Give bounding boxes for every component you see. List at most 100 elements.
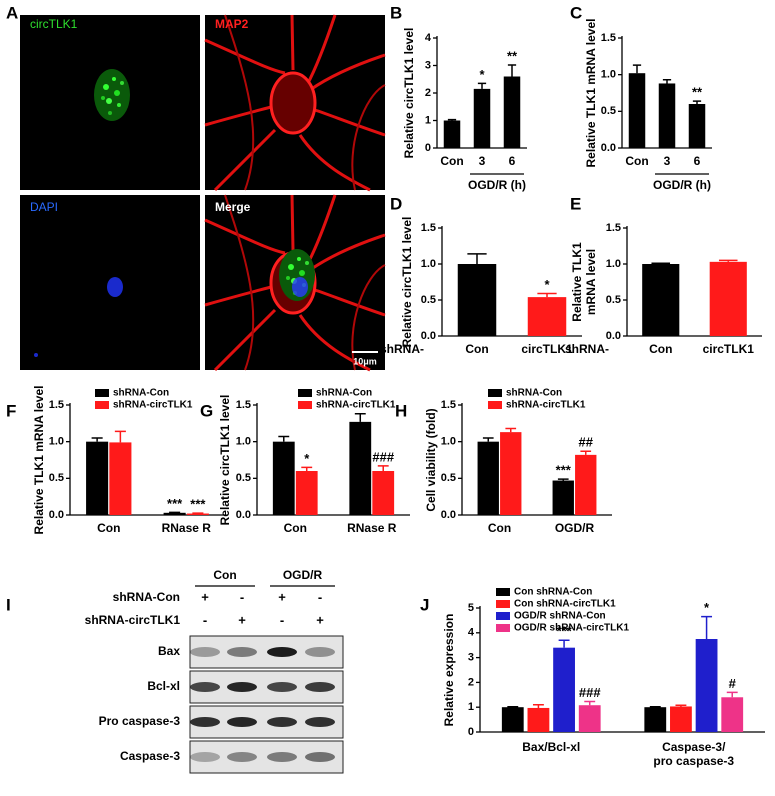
x-tick-label: 3 [479, 154, 486, 168]
x-tick-label: Con [97, 521, 120, 535]
bar [372, 471, 395, 515]
blot-sign: + [316, 612, 324, 627]
blot-band [227, 752, 257, 762]
annotation: *** [167, 496, 183, 511]
blot-band [190, 682, 220, 692]
error-bar [726, 691, 738, 698]
y-tick-label: 1.5 [421, 222, 436, 234]
bar [642, 264, 680, 336]
annotation: # [729, 676, 737, 691]
y-axis-label: Relative TLK1 mRNA level [584, 19, 598, 168]
bar [578, 705, 601, 732]
blot-band [305, 717, 335, 727]
legend-label: shRNA-circTLK1 [316, 400, 396, 411]
x-tick-label: Con [465, 342, 488, 356]
y-tick-label: 1 [425, 114, 431, 126]
blot-band [305, 752, 335, 762]
panel-label: I [6, 595, 11, 614]
legend-label: OGD/R shRNA-circTLK1 [514, 623, 629, 634]
x-tick-label: pro caspase-3 [653, 754, 734, 768]
bar [349, 421, 372, 515]
x-tick-label: Con [440, 154, 463, 168]
legend-label: Con shRNA-Con [514, 587, 592, 598]
y-tick-label: 0.5 [606, 294, 621, 306]
x-tick-label: Con [284, 521, 307, 535]
blot-band [267, 682, 297, 692]
y-tick-label: 1.5 [236, 399, 251, 411]
y-tick-label: 5 [468, 602, 474, 614]
legend-label: shRNA-Con [113, 388, 169, 399]
annotation: ** [507, 48, 518, 63]
blot-strip [189, 635, 344, 669]
y-tick-label: 0.5 [49, 472, 64, 484]
y-tick-label: 1.0 [441, 436, 456, 448]
panel-label: D [390, 194, 402, 213]
y-tick-label: 0.5 [601, 105, 616, 117]
error-bar [651, 262, 671, 265]
error-bar [114, 430, 126, 443]
image-label: Merge [215, 200, 251, 214]
error-bar [580, 450, 592, 455]
bar [477, 441, 499, 515]
annotation: ### [579, 685, 601, 700]
bar [109, 442, 132, 515]
bar [628, 73, 646, 148]
group-label: OGD/R (h) [653, 178, 711, 192]
y-tick-label: 0 [425, 142, 431, 154]
x-tick-label: circTLK1 [521, 342, 573, 356]
blot-row-label: shRNA-circTLK1 [85, 613, 181, 627]
y-axis-label: Relative TLK1 [570, 242, 584, 322]
y-tick-label: 0.0 [441, 509, 456, 521]
blot-sign: + [201, 589, 209, 604]
blot-band [305, 682, 335, 692]
bar [552, 480, 574, 515]
blot-sign: - [240, 589, 244, 604]
error-bar [467, 253, 487, 264]
bar [658, 83, 676, 148]
error-bar [507, 64, 517, 77]
bar [163, 512, 186, 515]
panel-label: J [420, 595, 429, 614]
y-tick-label: 0.0 [421, 330, 436, 342]
x-tick-label: circTLK1 [703, 342, 755, 356]
y-axis-label: Relative expression [442, 614, 456, 727]
error-bar [354, 413, 366, 422]
y-tick-label: 0 [468, 726, 474, 738]
blot-band [267, 752, 297, 762]
error-bar [558, 639, 570, 648]
error-bar [718, 259, 738, 262]
blot-sign: - [280, 612, 284, 627]
x-prefix: shRNA- [380, 342, 424, 356]
y-tick-label: 1.0 [236, 436, 251, 448]
y-tick-label: 0.0 [236, 509, 251, 521]
error-bar [675, 704, 687, 707]
annotation: ## [579, 435, 594, 450]
blot-band [267, 647, 297, 657]
blot-row-label: shRNA-Con [113, 590, 180, 604]
blot-band [190, 717, 220, 727]
legend-label: OGD/R shRNA-Con [514, 611, 606, 622]
blot-group: OGD/R [283, 568, 323, 582]
bar [644, 707, 667, 732]
bar [443, 120, 461, 148]
bar [553, 647, 575, 732]
panel-label: A [6, 3, 18, 22]
legend-label: Con shRNA-circTLK1 [514, 599, 616, 610]
y-tick-label: 0.0 [601, 142, 616, 154]
micrographs: circTLK1 MAP2 DAPI Merge 10μm [20, 13, 387, 372]
y-tick-label: 1.0 [49, 436, 64, 448]
legend-label: shRNA-circTLK1 [506, 400, 586, 411]
blot-sign: - [203, 612, 207, 627]
y-tick-label: 0.5 [441, 472, 456, 484]
legend-swatch [95, 389, 109, 397]
y-tick-label: 1.0 [606, 258, 621, 270]
error-bar [692, 100, 702, 104]
error-bar [557, 478, 569, 481]
error-bar [91, 437, 103, 442]
blot-group: Con [213, 568, 236, 582]
y-tick-label: 0.0 [606, 330, 621, 342]
x-tick-label: 6 [509, 154, 516, 168]
y-axis-label: Relative circTLK1 level [400, 217, 414, 348]
error-bar [447, 118, 457, 121]
